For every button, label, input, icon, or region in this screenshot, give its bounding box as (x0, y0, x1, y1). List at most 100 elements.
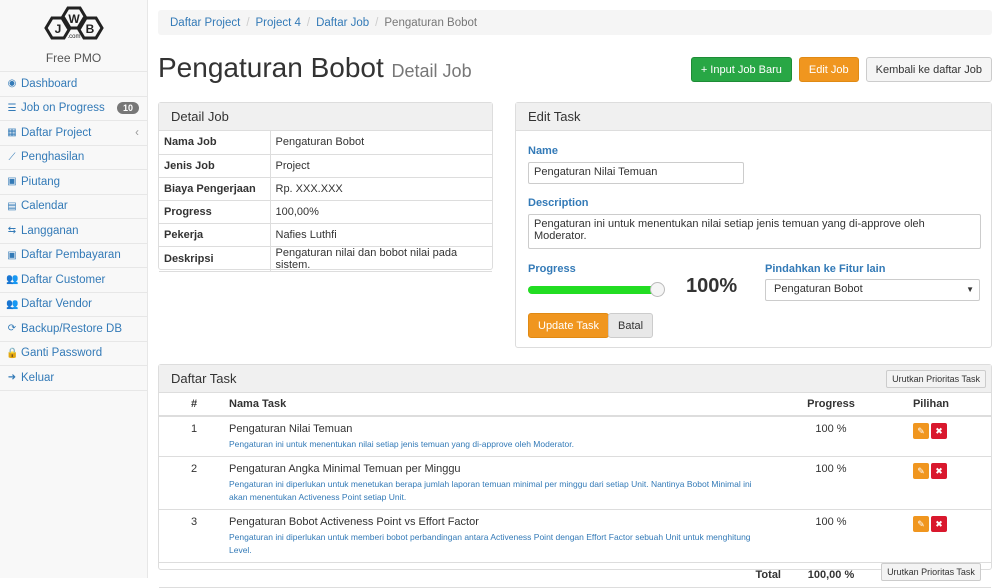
move-feature-select[interactable]: Pengaturan Bobot ▼ (765, 279, 980, 301)
move-feature-label: Pindahkan ke Fitur lain (765, 263, 886, 275)
sidebar-item-daftar-vendor[interactable]: 👥 Daftar Vendor (0, 293, 147, 317)
calendar-icon: ▤ (7, 200, 17, 212)
sidebar-item-label: Daftar Vendor (21, 298, 92, 311)
breadcrumb-project[interactable]: Project 4 (255, 16, 301, 29)
name-input[interactable]: Pengaturan Nilai Temuan (528, 162, 744, 184)
task-no: 2 (159, 456, 229, 510)
sidebar-item-label: Langganan (21, 224, 79, 237)
detail-row: Nama Job Pengaturan Bobot (159, 131, 492, 155)
sidebar-item-langganan[interactable]: ⇆ Langganan (0, 219, 147, 244)
sidebar-item-calendar[interactable]: ▤ Calendar (0, 195, 147, 219)
detail-row: Biaya Pengerjaan Rp. XXX.XXX (159, 177, 492, 201)
detail-key: Progress (159, 200, 271, 224)
sidebar-item-label: Daftar Pembayaran (21, 249, 121, 262)
sort-priority-button[interactable]: Urutkan Prioritas Task (886, 369, 986, 388)
col-name: Nama Task (229, 393, 791, 417)
edit-task-panel: Edit Task Name Pengaturan Nilai Temuan D… (515, 102, 992, 348)
progress-label: Progress (528, 263, 576, 275)
edit-icon[interactable]: ✎ (913, 516, 929, 532)
chevron-left-icon: ‹ (135, 126, 139, 139)
panel-title: Daftar Task (171, 371, 237, 386)
task-list-panel: Daftar Task Urutkan Prioritas Task # Nama… (158, 364, 992, 588)
task-name: Pengaturan Bobot Activeness Point vs Eff… (229, 516, 479, 528)
sidebar-item-label: Keluar (21, 371, 55, 384)
input-job-baru-button[interactable]: + Input Job Baru (690, 57, 792, 82)
logo[interactable]: J W B .com Free PMO (0, 0, 147, 72)
sidebar-item-ganti-password[interactable]: 🔒 Ganti Password (0, 342, 147, 366)
back-to-job-list-button[interactable]: Kembali ke daftar Job (865, 57, 992, 82)
refresh-icon: ⟳ (7, 323, 17, 335)
sidebar-item-label: Daftar Customer (21, 273, 106, 286)
sidebar-item-label: Daftar Project (21, 126, 92, 139)
detail-key: Deskripsi (159, 246, 271, 272)
progress-slider[interactable] (528, 282, 665, 297)
cancel-button[interactable]: Batal (608, 313, 654, 338)
description-label: Description (528, 197, 589, 209)
detail-row: Jenis Job Project (159, 154, 492, 178)
delete-icon[interactable]: ✖ (931, 423, 947, 439)
line-chart-icon: ⟋ (8, 151, 16, 163)
detail-value: Nafies Luthfi (270, 223, 492, 247)
task-progress: 100 % (791, 509, 871, 563)
users-icon: 👥 (6, 274, 19, 286)
retweet-icon: ⇆ (7, 225, 17, 237)
detail-value: Project (270, 154, 492, 178)
svg-text:.com: .com (67, 34, 80, 40)
progress-slider-handle[interactable] (650, 282, 665, 297)
sidebar-item-job-on-progress[interactable]: ☰ Job on Progress 10 (0, 97, 147, 121)
sidebar-item-keluar[interactable]: ➜ Keluar (0, 366, 147, 391)
breadcrumb: Daftar Project / Project 4/ Daftar Job / P… (158, 10, 992, 35)
svg-text:J: J (54, 22, 61, 36)
breadcrumb-daftar-job[interactable]: Daftar Job (316, 16, 370, 29)
col-progress: Progress (791, 393, 871, 417)
detail-value: 100,00% (270, 200, 492, 224)
sidebar-item-dashboard[interactable]: ◉ Dashboard (0, 72, 147, 97)
money-icon: ▣ (7, 249, 17, 261)
edit-job-button[interactable]: Edit Job (798, 57, 859, 82)
jwb-logo-icon: JWB .com (43, 6, 104, 40)
sidebar-item-backup-restore-db[interactable]: ⟳ Backup/Restore DB (0, 317, 147, 342)
table-icon: ▦ (7, 127, 17, 139)
page-subtitle: Detail Job (391, 61, 472, 81)
breadcrumb-current: Pengaturan Bobot (384, 16, 478, 29)
breadcrumb-daftar-project[interactable]: Daftar Project (170, 16, 241, 29)
table-row: 2 Pengaturan Angka Minimal Temuan per Min… (159, 456, 991, 510)
sidebar-item-daftar-project[interactable]: ▦ Daftar Project ‹ (0, 121, 147, 146)
sidebar: J W B .com Free PMO ◉ Dashboard ☰ Job on Progr… (0, 0, 148, 578)
sidebar-item-daftar-pembayaran[interactable]: ▣ Daftar Pembayaran (0, 244, 147, 268)
task-description: Pengaturan ini untuk menentukan nilai se… (229, 439, 574, 449)
select-value: Pengaturan Bobot (774, 283, 863, 295)
total-label: Total (229, 562, 791, 588)
sign-out-icon: ➜ (7, 372, 17, 384)
detail-value: Pengaturan nilai dan bobot nilai pada si… (270, 246, 492, 272)
task-no: 1 (159, 416, 229, 457)
chevron-down-icon: ▼ (966, 285, 974, 294)
description-textarea[interactable]: Pengaturan ini untuk menentukan nilai se… (528, 214, 981, 249)
sidebar-item-label: Piutang (21, 175, 61, 188)
lock-icon: 🔒 (6, 347, 19, 359)
panel-title: Edit Task (516, 103, 991, 131)
brand-name: Free PMO (45, 51, 102, 65)
total-value: 100,00 % (791, 562, 871, 588)
delete-icon[interactable]: ✖ (931, 463, 947, 479)
update-task-button[interactable]: Update Task (528, 313, 609, 338)
sidebar-item-piutang[interactable]: ▣ Piutang (0, 170, 147, 195)
progress-slider-fill (528, 286, 658, 294)
sidebar-item-penghasilan[interactable]: ⟋ Penghasilan (0, 146, 147, 170)
detail-row: Deskripsi Pengaturan nilai dan bobot nila… (159, 246, 492, 272)
sort-priority-button-bottom[interactable]: Urutkan Prioritas Task (881, 563, 981, 581)
detail-value: Pengaturan Bobot (270, 131, 492, 155)
sidebar-item-daftar-customer[interactable]: 👥 Daftar Customer (0, 268, 147, 293)
edit-icon[interactable]: ✎ (913, 423, 929, 439)
tasks-icon: ☰ (7, 102, 17, 114)
detail-key: Pekerja (159, 223, 271, 247)
table-row: 3 Pengaturan Bobot Activeness Point vs Ef… (159, 509, 991, 563)
detail-row: Pekerja Nafies Luthfi (159, 223, 492, 247)
col-no: # (159, 393, 229, 417)
svg-text:W: W (68, 12, 80, 26)
detail-value: Rp. XXX.XXX (270, 177, 492, 201)
delete-icon[interactable]: ✖ (931, 516, 947, 532)
edit-icon[interactable]: ✎ (913, 463, 929, 479)
task-progress: 100 % (791, 416, 871, 457)
task-no: 3 (159, 509, 229, 563)
